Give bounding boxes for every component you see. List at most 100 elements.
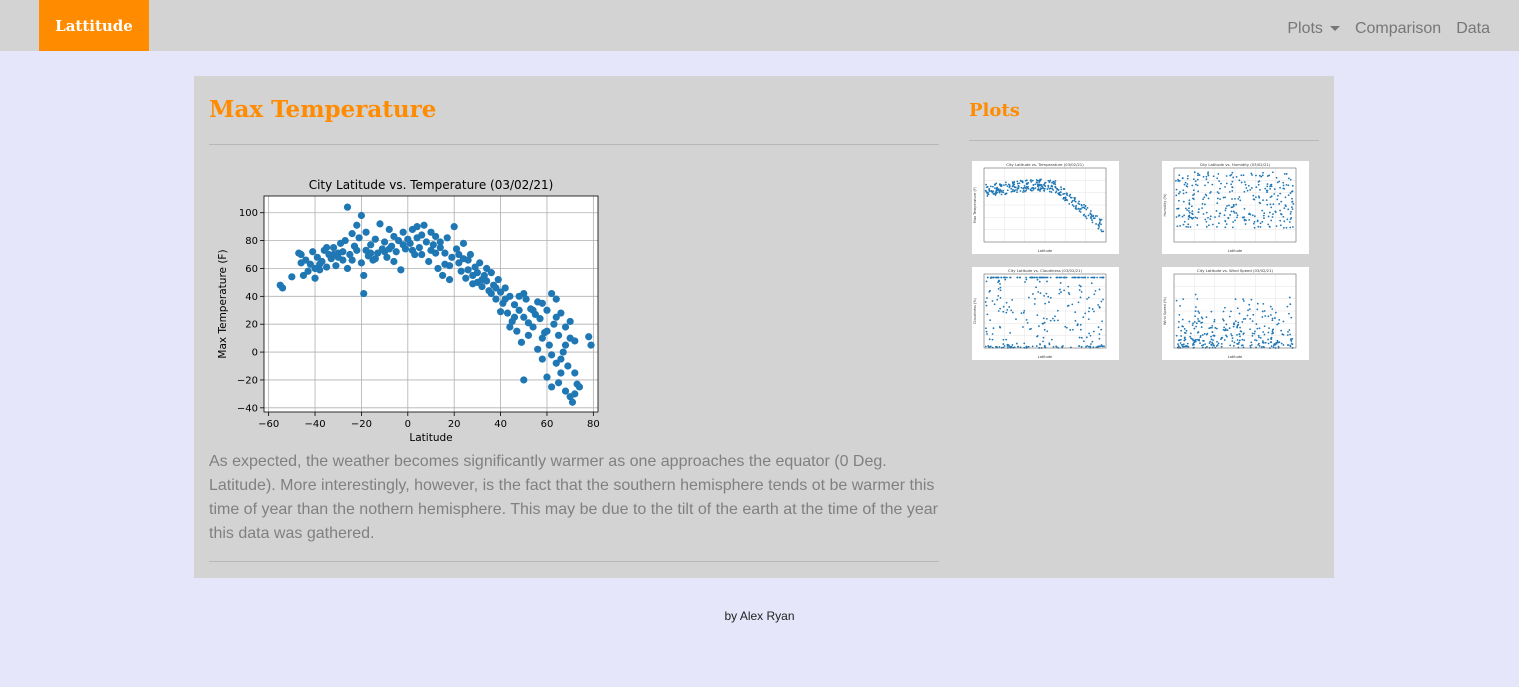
thumbnail-point: [987, 345, 990, 348]
thumbnail-temperature[interactable]: City Latitude vs. Temperature (03/02/21)…: [972, 161, 1119, 254]
thumbnail-point: [1042, 276, 1045, 279]
thumbnail-point: [1054, 191, 1057, 194]
thumbnail-point: [1237, 343, 1240, 345]
data-point: [520, 313, 528, 321]
brand-logo[interactable]: Lattitude: [39, 0, 149, 51]
thumbnail-point: [1188, 199, 1191, 202]
data-point: [436, 238, 444, 246]
thumbnail-point: [1263, 212, 1266, 215]
thumbnail-point: [1178, 345, 1180, 348]
thumbnail-point: [1289, 344, 1292, 347]
thumbnail-point: [1060, 188, 1063, 191]
thumbnail-wind-speed[interactable]: City Latitude vs. Wind Speed (03/02/21) L…: [1162, 267, 1309, 360]
thumbnail-point: [1002, 310, 1005, 313]
thumbnail-point: [1229, 214, 1232, 216]
thumbnail-humidity[interactable]: City Latitude vs. Humidity (03/02/21) Lat…: [1162, 161, 1309, 254]
data-point: [429, 241, 437, 249]
thumbnail-point: [1263, 310, 1266, 312]
thumbnail-point: [1196, 298, 1199, 300]
thumbnail-point: [1000, 276, 1003, 279]
thumbnail-point: [1225, 175, 1228, 177]
thumbnail-point: [1269, 185, 1271, 188]
thumbnail-background: [1162, 161, 1309, 254]
thumbnail-point: [1198, 320, 1201, 323]
thumbnail-point: [1251, 332, 1254, 335]
thumbnail-point: [1232, 210, 1235, 213]
thumbnail-point: [1256, 302, 1259, 305]
thumbnail-point: [1016, 180, 1019, 183]
thumbnail-point: [1291, 337, 1294, 340]
data-point: [478, 282, 486, 291]
thumbnail-point: [1074, 319, 1077, 322]
thumbnail-point: [1182, 325, 1184, 328]
thumbnail-point: [1179, 342, 1182, 344]
thumbnail-point: [1029, 188, 1032, 191]
y-axis-label: Max Temperature (F): [217, 249, 229, 358]
thumbnail-point: [1010, 309, 1013, 312]
caret-down-icon: [1329, 26, 1340, 31]
data-point: [492, 284, 500, 292]
thumbnail-point: [1097, 303, 1100, 306]
thumbnail-point: [1182, 343, 1185, 346]
thumbnail-point: [1033, 276, 1036, 279]
thumbnail-point: [1048, 342, 1051, 345]
data-point: [464, 266, 472, 274]
thumbnail-point: [1205, 178, 1208, 181]
thumbnail-point: [1183, 328, 1186, 330]
thumbnail-point: [1271, 319, 1274, 322]
thumbnail-point: [1054, 185, 1057, 188]
nav-comparison-link[interactable]: Comparison: [1354, 19, 1442, 37]
thumbnail-point: [1224, 226, 1227, 229]
thumbnail-point: [1261, 220, 1264, 223]
nav-plots-dropdown[interactable]: Plots: [1287, 20, 1340, 38]
thumbnail-point: [1250, 298, 1253, 301]
thumbnail-point: [1182, 192, 1185, 195]
thumbnail-point: [1186, 209, 1188, 211]
thumbnail-point: [1276, 181, 1279, 184]
thumbnail-point: [1203, 332, 1206, 335]
thumbnail-point: [1202, 175, 1205, 178]
data-point: [288, 273, 296, 281]
thumbnail-point: [1043, 184, 1046, 187]
data-point: [476, 259, 484, 267]
thumbnail-point: [1006, 308, 1009, 311]
thumbnail-point: [1184, 332, 1187, 335]
thumbnail-point: [1200, 326, 1203, 328]
thumbnail-point: [1207, 224, 1210, 227]
thumbnail-point: [1080, 291, 1083, 293]
thumbnail-point: [1192, 339, 1195, 342]
thumbnail-point: [991, 338, 994, 341]
thumbnail-point: [1087, 310, 1090, 313]
thumbnail-point: [1100, 218, 1103, 221]
thumbnail-point: [992, 327, 995, 330]
nav-plots-label: Plots: [1287, 19, 1323, 37]
thumbnail-point: [1280, 329, 1282, 332]
thumbnail-point: [1221, 336, 1224, 339]
thumbnail-point: [1046, 330, 1049, 333]
thumbnail-point: [1262, 199, 1264, 202]
thumbnail-point: [1186, 345, 1188, 348]
data-point: [346, 250, 354, 259]
data-point: [348, 230, 356, 238]
data-point: [571, 369, 579, 377]
thumbnail-point: [1282, 215, 1285, 218]
thumbnail-point: [1196, 217, 1199, 220]
thumbnail-point: [1256, 220, 1259, 223]
thumbnail-point: [1209, 326, 1212, 329]
thumbnail-point: [1253, 198, 1256, 201]
thumbnail-point: [996, 276, 998, 279]
nav-data-link[interactable]: Data: [1456, 19, 1490, 37]
thumbnail-point: [1063, 289, 1066, 292]
thumbnail-point: [1197, 190, 1200, 193]
thumbnail-point: [1275, 176, 1278, 179]
thumbnail-point: [1272, 213, 1274, 216]
thumbnail-point: [1192, 178, 1195, 181]
thumbnail-point: [1177, 199, 1180, 202]
thumbnail-cloudiness[interactable]: City Latitude vs. Cloudiness (03/02/21) L…: [972, 267, 1119, 360]
thumbnail-point: [1282, 320, 1285, 323]
thumbnail-point: [1216, 191, 1219, 193]
thumbnail-point: [1004, 183, 1007, 186]
thumbnail-point: [1248, 213, 1250, 216]
data-point: [371, 255, 379, 263]
thumbnail-point: [1231, 186, 1234, 189]
